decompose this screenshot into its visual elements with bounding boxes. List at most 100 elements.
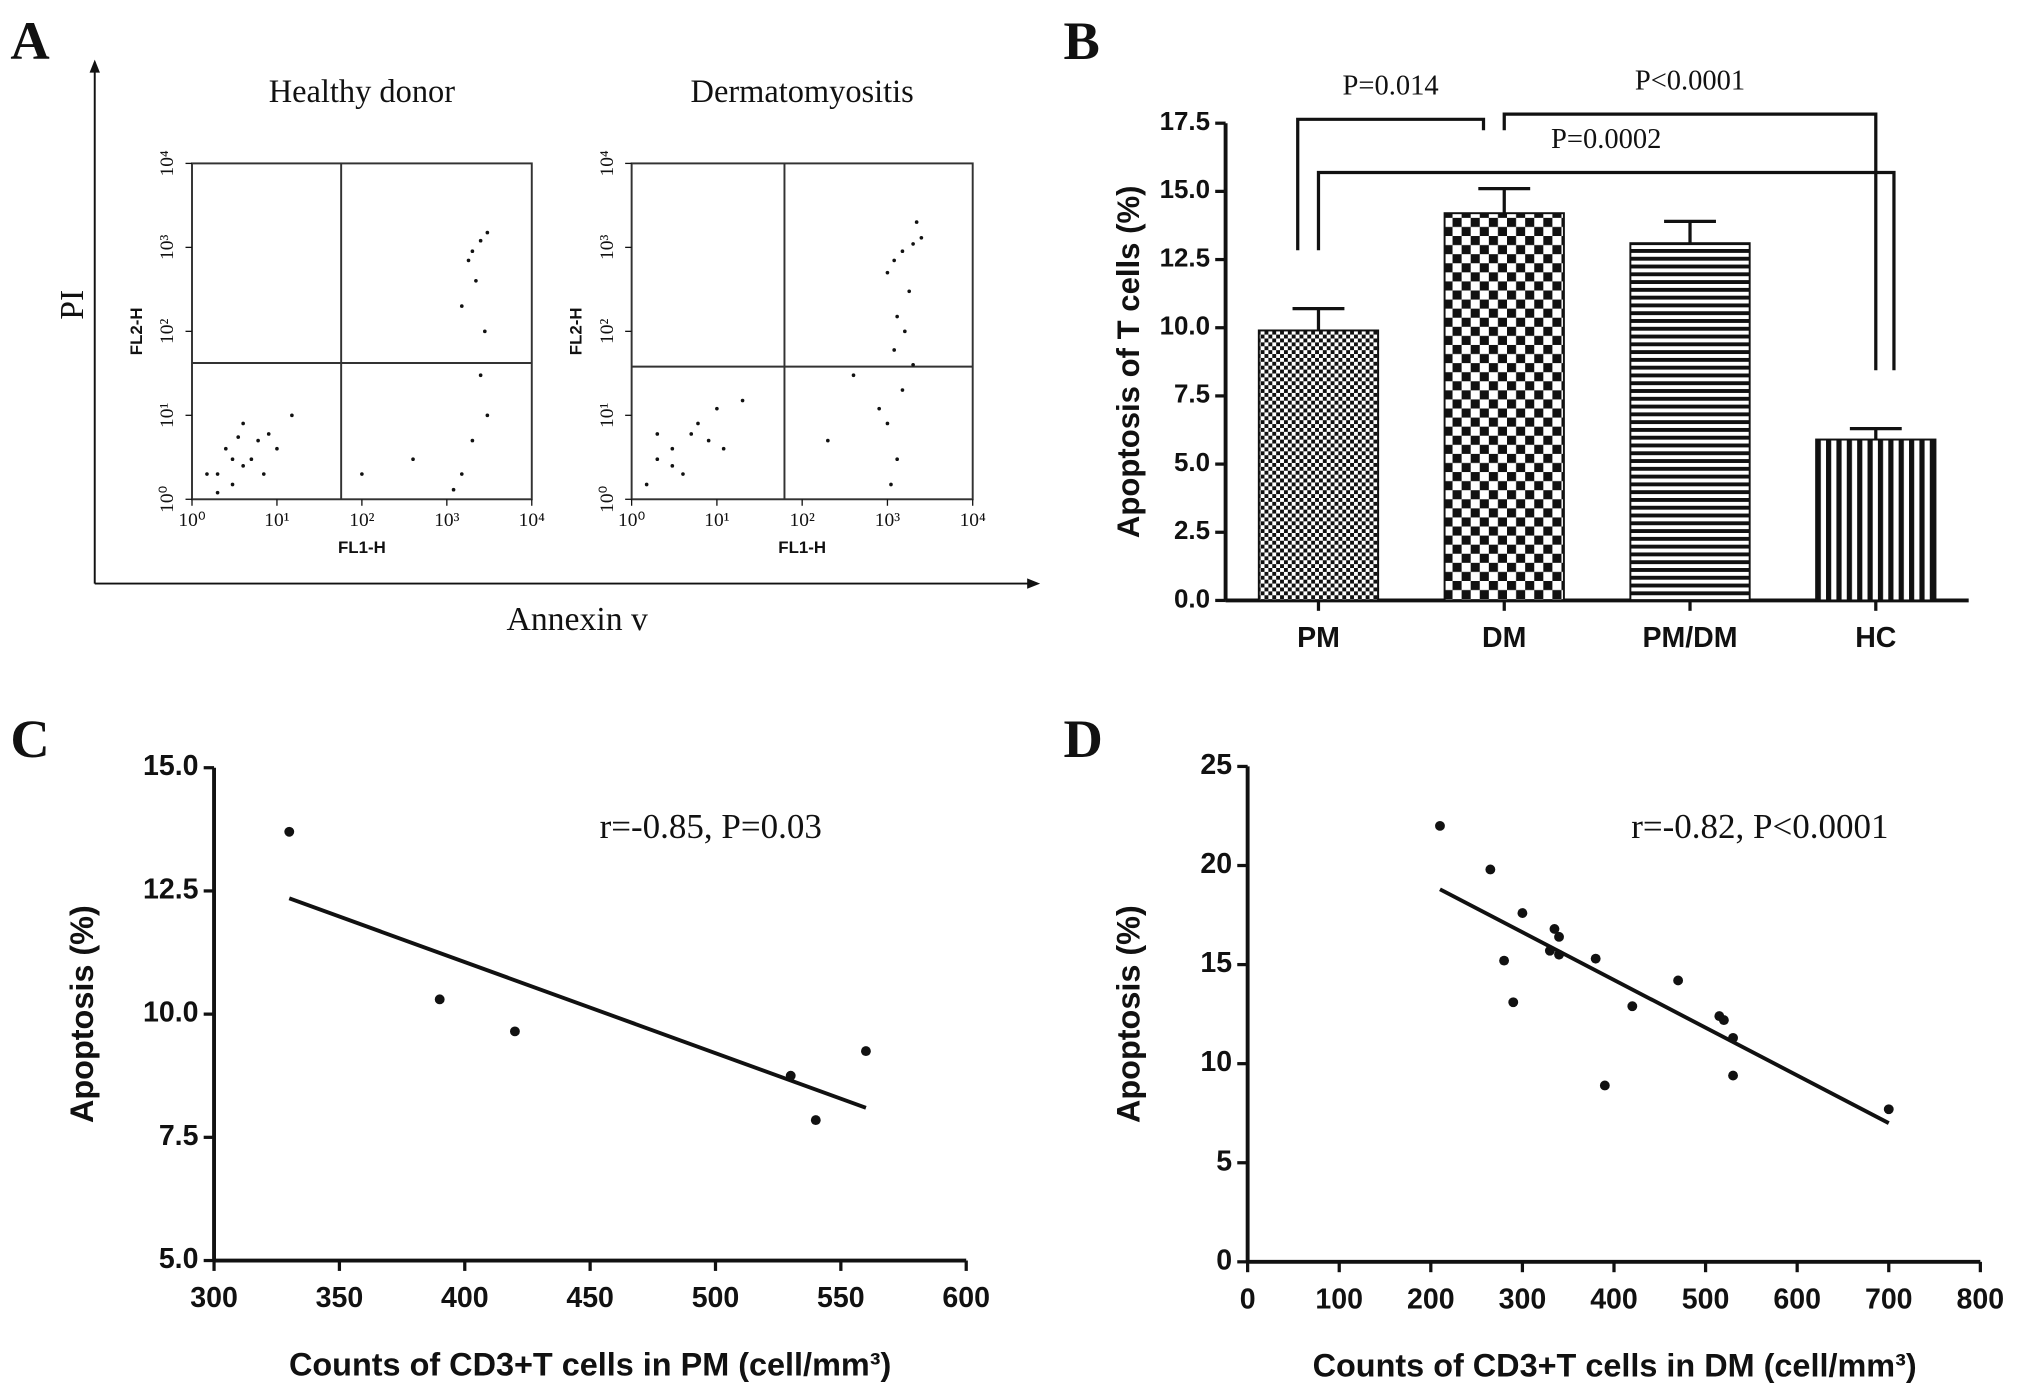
bar	[1257, 329, 1380, 602]
event-dot	[478, 373, 483, 378]
data-point	[1673, 975, 1684, 986]
event-dot	[655, 432, 660, 436]
panel-letter: B	[1063, 10, 1099, 71]
fit-line	[288, 896, 867, 1110]
data-point	[1485, 864, 1496, 875]
data-point	[1549, 923, 1560, 934]
y-tick-label: 5	[1216, 1145, 1232, 1177]
significance-bracket	[1316, 170, 1896, 371]
data-point	[1627, 1001, 1638, 1012]
data-point	[861, 1046, 871, 1057]
x-tick-label: 10²	[790, 510, 815, 531]
panel-letter: A	[10, 10, 49, 71]
x-tick-label: 600	[942, 1282, 990, 1314]
arrow-head	[1027, 578, 1041, 589]
y-tick-label: 5.0	[159, 1243, 199, 1275]
event-dot	[459, 304, 464, 308]
y-tick-label: 10²	[157, 319, 178, 344]
annotation: r=-0.85, P=0.03	[600, 807, 822, 846]
event-dot	[241, 464, 245, 468]
event-dot	[914, 220, 919, 224]
significance-bracket	[1296, 117, 1486, 251]
event-dot	[256, 438, 260, 443]
data-point	[1718, 1015, 1729, 1026]
x-axis-label: Counts of CD3+T cells in DM (cell/mm³)	[1313, 1348, 1917, 1384]
y-axis-label: FL2-H	[127, 307, 146, 355]
y-tick-label: 10.0	[1160, 313, 1210, 341]
arrow-head	[89, 59, 100, 73]
data-point	[1435, 820, 1445, 831]
event-dot	[236, 435, 241, 439]
event-dot	[715, 406, 719, 411]
event-dot	[919, 235, 924, 240]
y-tick-label: 10⁴	[157, 150, 178, 176]
fit-line	[1439, 887, 1890, 1125]
x-tick-label: 10⁴	[960, 510, 986, 531]
error-bar	[1664, 219, 1716, 244]
y-tick-label: 10¹	[157, 403, 178, 428]
x-tick-label: PM/DM	[1642, 622, 1737, 654]
event-dot	[215, 472, 220, 476]
data-point	[785, 1070, 796, 1081]
event-dot	[721, 446, 726, 451]
event-dot	[478, 238, 483, 243]
bar	[1629, 242, 1751, 602]
event-dot	[900, 388, 905, 392]
y-tick-label: 10⁴	[597, 150, 618, 176]
p-value: P=0.014	[1343, 71, 1439, 102]
y-tick-label: 10⁰	[157, 486, 178, 513]
data-point	[509, 1026, 520, 1037]
event-dot	[706, 438, 711, 443]
event-dot	[670, 446, 675, 451]
x-tick-label: 10⁰	[178, 510, 205, 531]
x-tick-label: 550	[817, 1282, 865, 1314]
x-tick-label: 300	[190, 1282, 238, 1314]
annotation: r=-0.82, P<0.0001	[1631, 807, 1888, 846]
event-dot	[360, 472, 364, 476]
y-tick-label: 15.0	[143, 750, 199, 782]
data-point	[1554, 949, 1564, 960]
event-dot	[644, 482, 649, 487]
data-point	[1728, 1032, 1738, 1043]
x-axis-label: Counts of CD3+T cells in PM (cell/mm³)	[289, 1346, 891, 1382]
x-tick-label: 10⁴	[519, 510, 545, 531]
y-tick-label: 15	[1200, 947, 1232, 979]
x-tick-label: 300	[1499, 1283, 1547, 1315]
event-dot	[470, 249, 475, 254]
event-dot	[907, 289, 912, 294]
data-point	[434, 994, 445, 1005]
significance-bracket	[1502, 112, 1878, 371]
event-dot	[826, 438, 830, 443]
data-point	[1544, 945, 1555, 956]
x-tick-label: HC	[1855, 622, 1896, 654]
plot-title: Dermatomyositis	[691, 74, 914, 110]
y-tick-label: 12.5	[1160, 244, 1210, 272]
event-dot	[485, 230, 490, 235]
event-dot	[451, 487, 456, 492]
x-tick-label: 10¹	[704, 510, 729, 531]
x-tick-label: DM	[1482, 622, 1526, 654]
p-value: P<0.0001	[1635, 66, 1745, 97]
event-dot	[885, 270, 890, 275]
error-bar	[1478, 187, 1531, 214]
y-tick-label: 5.0	[1174, 449, 1210, 477]
plot-frame	[191, 162, 533, 501]
data-point	[1517, 908, 1528, 919]
y-axis-label: Apoptosis (%)	[64, 905, 100, 1123]
x-axis-label: Annexin v	[506, 601, 647, 638]
y-tick-label: 2.5	[1174, 517, 1210, 545]
y-tick-label: 10³	[597, 235, 618, 260]
plot-frame	[630, 162, 974, 501]
event-dot	[655, 457, 660, 462]
event-dot	[681, 472, 685, 476]
y-tick-label: 10.0	[143, 997, 199, 1029]
y-tick-label: 10²	[597, 319, 618, 344]
event-dot	[241, 421, 245, 426]
data-point	[1728, 1070, 1738, 1081]
y-tick-label: 7.5	[159, 1120, 199, 1152]
event-dot	[275, 446, 279, 451]
event-dot	[740, 398, 745, 403]
x-tick-label: 450	[566, 1282, 614, 1314]
